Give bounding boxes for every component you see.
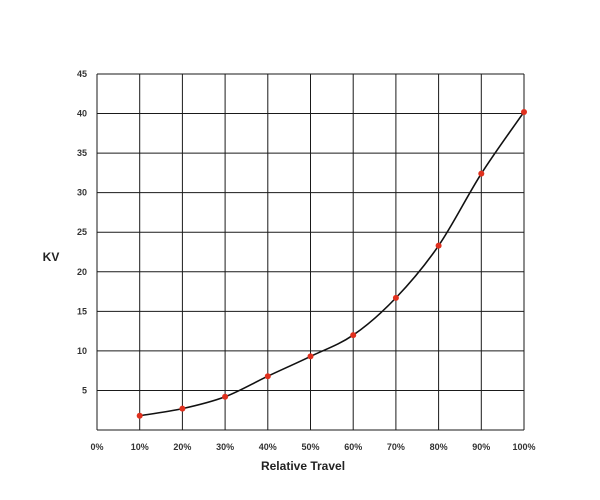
data-point (222, 393, 229, 400)
y-axis-ticks: 5 10 15 20 25 30 35 40 45 (77, 69, 87, 395)
data-point (264, 373, 271, 380)
y-tick-label: 5 (82, 385, 87, 395)
x-tick-label: 100% (512, 442, 535, 452)
y-tick-label: 30 (77, 188, 87, 198)
y-tick-label: 45 (77, 69, 87, 79)
y-tick-label: 20 (77, 267, 87, 277)
y-tick-label: 15 (77, 306, 87, 316)
y-axis-title: KV (43, 250, 60, 264)
data-points (136, 108, 527, 419)
y-tick-label: 40 (77, 109, 87, 119)
data-point (307, 353, 314, 360)
data-point (521, 108, 527, 115)
x-axis-ticks: 0% 10% 20% 30% 40% 50% 60% 70% 80% 90% 100% (90, 442, 535, 452)
data-point (478, 170, 485, 177)
x-tick-label: 70% (387, 442, 405, 452)
x-tick-label: 90% (472, 442, 490, 452)
y-tick-label: 10 (77, 346, 87, 356)
x-tick-label: 10% (131, 442, 149, 452)
data-point (435, 242, 442, 249)
x-axis-title: Relative Travel (261, 459, 345, 473)
y-tick-label: 25 (77, 227, 87, 237)
data-point (179, 405, 186, 412)
x-tick-label: 40% (259, 442, 277, 452)
series-line (139, 111, 525, 417)
grid (96, 73, 525, 431)
data-point (350, 332, 357, 339)
data-point (136, 412, 143, 419)
data-point (392, 294, 399, 301)
x-tick-label: 30% (216, 442, 234, 452)
y-tick-label: 35 (77, 148, 87, 158)
x-tick-label: 80% (430, 442, 448, 452)
x-tick-label: 20% (173, 442, 191, 452)
x-tick-label: 0% (90, 442, 103, 452)
x-tick-label: 60% (344, 442, 362, 452)
x-tick-label: 50% (301, 442, 319, 452)
